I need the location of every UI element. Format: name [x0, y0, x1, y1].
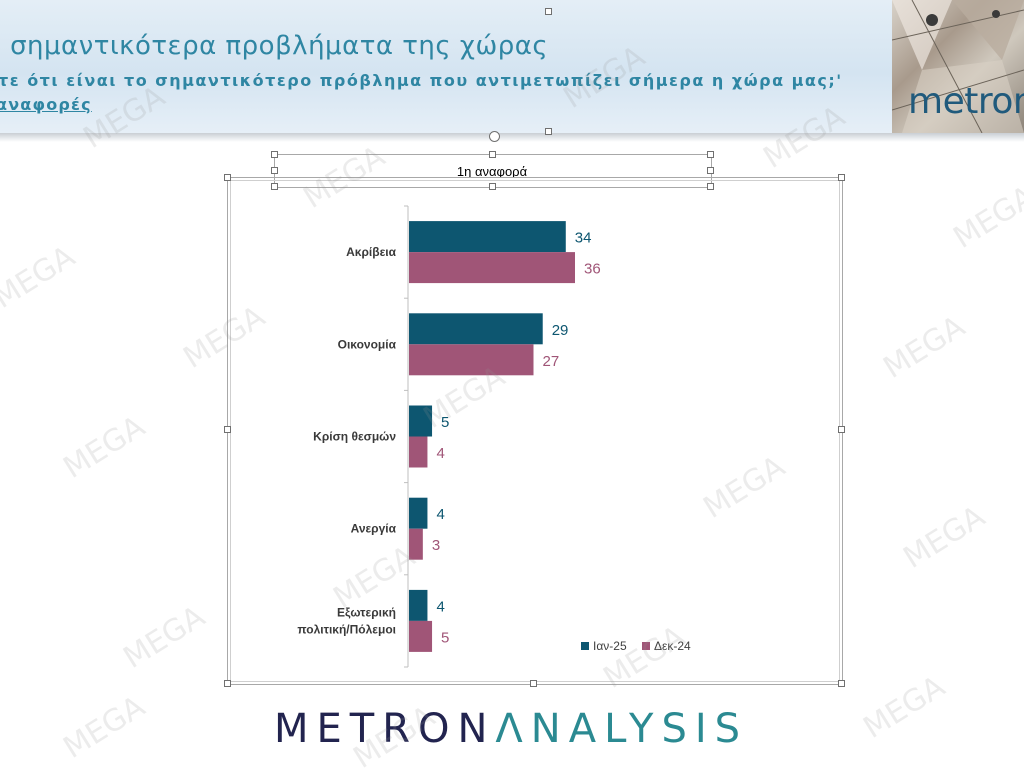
- category-label: πολιτική/Πόλεμοι: [297, 622, 396, 636]
- legend-swatch: [581, 642, 589, 650]
- legend-label: Δεκ-24: [654, 639, 691, 653]
- data-label: 29: [552, 322, 569, 339]
- selection-handle[interactable]: [271, 183, 278, 190]
- selection-handle[interactable]: [224, 174, 231, 181]
- selection-handle[interactable]: [838, 680, 845, 687]
- chart-title[interactable]: 1η αναφορά: [456, 164, 528, 178]
- data-label: 4: [436, 445, 444, 462]
- data-label: 3: [432, 537, 440, 554]
- selection-handle[interactable]: [489, 183, 496, 190]
- data-label: 5: [441, 629, 449, 646]
- selection-handle[interactable]: [530, 680, 537, 687]
- bar: [409, 313, 543, 345]
- bar: [409, 221, 566, 253]
- metron-analysis-logo: METRONΛNALYSIS: [274, 701, 814, 757]
- selection-handle[interactable]: [707, 167, 714, 174]
- metron-header-logo: metron: [908, 81, 1024, 122]
- slide-title[interactable]: ι σημαντικότερα προβλήματα της χώρας: [0, 31, 549, 61]
- data-label: 5: [441, 414, 449, 431]
- footer-logo-analysis: ΛNALYSIS: [495, 706, 749, 752]
- data-label: 34: [575, 230, 592, 247]
- selection-handle[interactable]: [838, 174, 845, 181]
- selection-handle[interactable]: [545, 128, 552, 135]
- selection-handle[interactable]: [707, 151, 714, 158]
- category-label: Κρίση θεσμών: [313, 430, 396, 444]
- bar: [409, 436, 428, 468]
- header-banner: ι σημαντικότερα προβλήματα της χώρας τε …: [0, 0, 1024, 133]
- bar: [409, 405, 433, 437]
- slide-subtitle[interactable]: αναφορές: [0, 95, 92, 114]
- bar: [409, 344, 534, 376]
- selection-handle[interactable]: [489, 151, 496, 158]
- header-photo-art: [892, 0, 1024, 133]
- data-label: 4: [436, 598, 444, 615]
- selection-handle[interactable]: [271, 167, 278, 174]
- selection-handle[interactable]: [271, 151, 278, 158]
- selection-handle[interactable]: [838, 426, 845, 433]
- selection-handle[interactable]: [707, 183, 714, 190]
- footer-logo-metron: METRON: [274, 706, 496, 752]
- legend-swatch: [642, 642, 650, 650]
- data-label: 36: [584, 261, 601, 278]
- category-label: Οικονομία: [338, 337, 397, 351]
- rotate-handle[interactable]: [489, 131, 500, 142]
- bar: [409, 252, 575, 284]
- data-label: 4: [436, 506, 444, 523]
- bar: [409, 528, 423, 560]
- selection-handle[interactable]: [224, 680, 231, 687]
- selection-handle[interactable]: [224, 426, 231, 433]
- header-divider: [0, 133, 1024, 142]
- category-label: Ακρίβεια: [346, 245, 396, 259]
- legend-label: Ιαν-25: [593, 639, 627, 653]
- category-label: Ανεργία: [351, 522, 397, 536]
- bar: [409, 497, 428, 529]
- selection-handle[interactable]: [545, 8, 552, 15]
- slide-question[interactable]: τε ότι είναι το σημαντικότερο πρόβλημα π…: [0, 71, 843, 90]
- header-photo: [892, 0, 1024, 133]
- data-label: 27: [543, 353, 560, 370]
- bar: [409, 620, 433, 652]
- category-label: Εξωτερική: [337, 605, 396, 619]
- bar: [409, 589, 428, 621]
